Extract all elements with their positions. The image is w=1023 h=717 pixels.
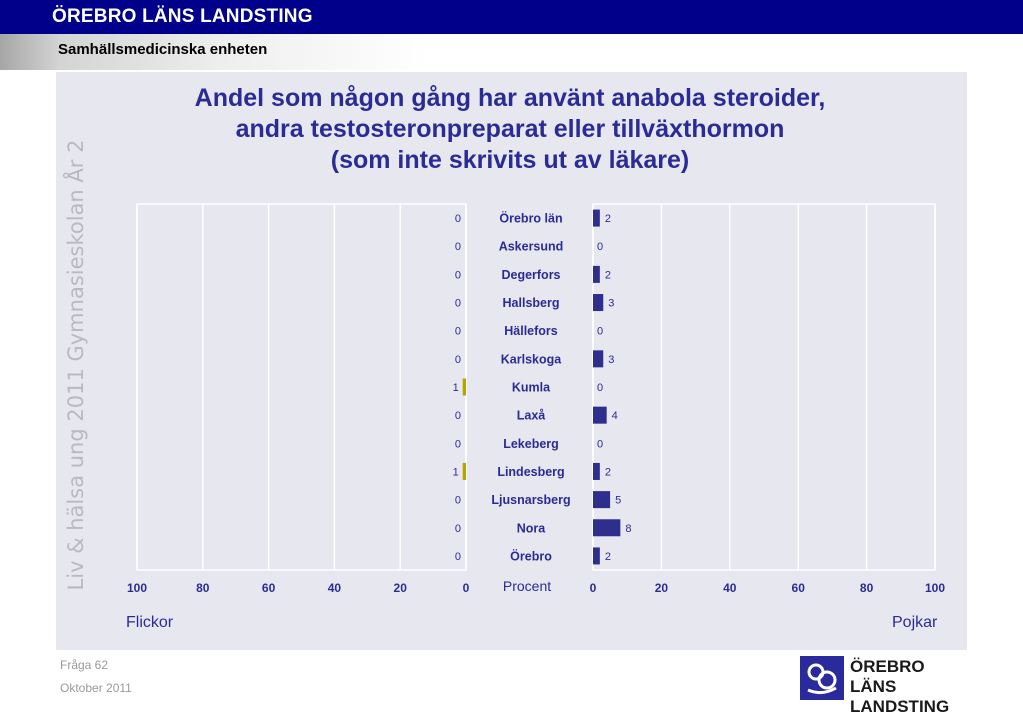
category-label: Lindesberg (497, 465, 564, 479)
girls-label: Flickor (126, 614, 174, 631)
right-tick-label: 100 (925, 581, 945, 595)
left-tick-label: 60 (262, 581, 276, 595)
subheader-bar (0, 34, 430, 70)
girls-value-label: 1 (453, 382, 459, 394)
right-tick-label: 60 (792, 581, 806, 595)
category-label: Örebro län (499, 211, 562, 226)
logo-text: ÖREBRO LÄNS LANDSTING (850, 657, 970, 717)
boys-value-label: 3 (608, 298, 614, 310)
girls-value-label: 0 (455, 410, 461, 422)
landsting-logo: ÖREBRO LÄNS LANDSTING (800, 656, 970, 716)
org-title: ÖREBRO LÄNS LANDSTING (52, 6, 313, 27)
left-tick-label: 20 (394, 581, 408, 595)
left-tick-label: 80 (196, 581, 210, 595)
boys-value-label: 0 (597, 382, 603, 394)
girls-value-label: 0 (455, 298, 461, 310)
right-tick-label: 0 (590, 581, 597, 595)
chart-title-line-1: Andel som någon gång har använt anabola … (194, 84, 826, 112)
category-label: Karlskoga (501, 352, 562, 366)
chart-title-line-2: andra testosteronpreparat eller tillväxt… (235, 115, 785, 143)
question-number: Fråga 62 (60, 658, 109, 672)
girls-value-label: 0 (455, 551, 461, 563)
boys-value-label: 2 (605, 213, 611, 225)
boys-bar (593, 265, 600, 283)
girls-value-label: 0 (455, 354, 461, 366)
girls-value-label: 0 (455, 326, 461, 338)
boys-label: Pojkar (892, 614, 938, 631)
boys-bar (593, 350, 604, 368)
girls-bar (462, 378, 466, 396)
logo-line-1: ÖREBRO LÄNS (850, 657, 925, 696)
right-plot-area (592, 203, 936, 571)
right-tick-label: 40 (723, 581, 737, 595)
boys-value-label: 0 (597, 438, 603, 450)
x-axis-label: Procent (503, 578, 551, 594)
girls-value-label: 0 (455, 438, 461, 450)
boys-value-label: 0 (597, 326, 603, 338)
category-label: Nora (517, 521, 547, 535)
category-label: Lekeberg (503, 437, 559, 451)
category-label: Askersund (499, 240, 564, 254)
category-label: Ljusnarsberg (491, 493, 570, 507)
chart-title-line-3: (som inte skrivits ut av läkare) (330, 146, 690, 174)
boys-bar (593, 294, 604, 312)
boys-bar (593, 491, 611, 509)
right-tick-label: 80 (860, 581, 874, 595)
header-bar (0, 0, 1023, 34)
boys-bar (593, 519, 621, 537)
left-tick-label: 40 (328, 581, 342, 595)
boys-bar (593, 406, 607, 424)
boys-value-label: 3 (608, 354, 614, 366)
category-label: Degerfors (501, 268, 560, 282)
girls-value-label: 0 (455, 495, 461, 507)
left-tick-label: 0 (463, 581, 470, 595)
right-tick-label: 20 (655, 581, 669, 595)
boys-value-label: 4 (612, 410, 618, 422)
category-label: Hällefors (504, 324, 558, 338)
category-label: Laxå (517, 409, 546, 423)
landsting-logo-icon (800, 656, 844, 700)
boys-value-label: 5 (615, 495, 621, 507)
boys-value-label: 2 (605, 551, 611, 563)
boys-bar (593, 462, 600, 480)
girls-value-label: 0 (455, 241, 461, 253)
left-plot-area (136, 203, 467, 571)
boys-value-label: 0 (597, 241, 603, 253)
category-label: Kumla (512, 381, 551, 395)
boys-value-label: 8 (625, 523, 631, 535)
girls-value-label: 0 (455, 523, 461, 535)
left-tick-label: 100 (127, 581, 147, 595)
report-date: Oktober 2011 (60, 681, 132, 695)
girls-value-label: 1 (453, 466, 459, 478)
category-label: Örebro (510, 548, 552, 563)
girls-value-label: 0 (455, 213, 461, 225)
boys-bar (593, 209, 600, 227)
boys-value-label: 2 (605, 269, 611, 281)
girls-value-label: 0 (455, 269, 461, 281)
boys-bar (593, 547, 600, 565)
logo-line-2: LANDSTING (850, 697, 950, 716)
boys-value-label: 2 (605, 466, 611, 478)
chart-title: Andel som någon gång har använt anabola … (150, 83, 870, 176)
category-label: Hallsberg (503, 296, 560, 310)
girls-bar (462, 462, 466, 480)
unit-title: Samhällsmedicinska enheten (58, 41, 268, 58)
